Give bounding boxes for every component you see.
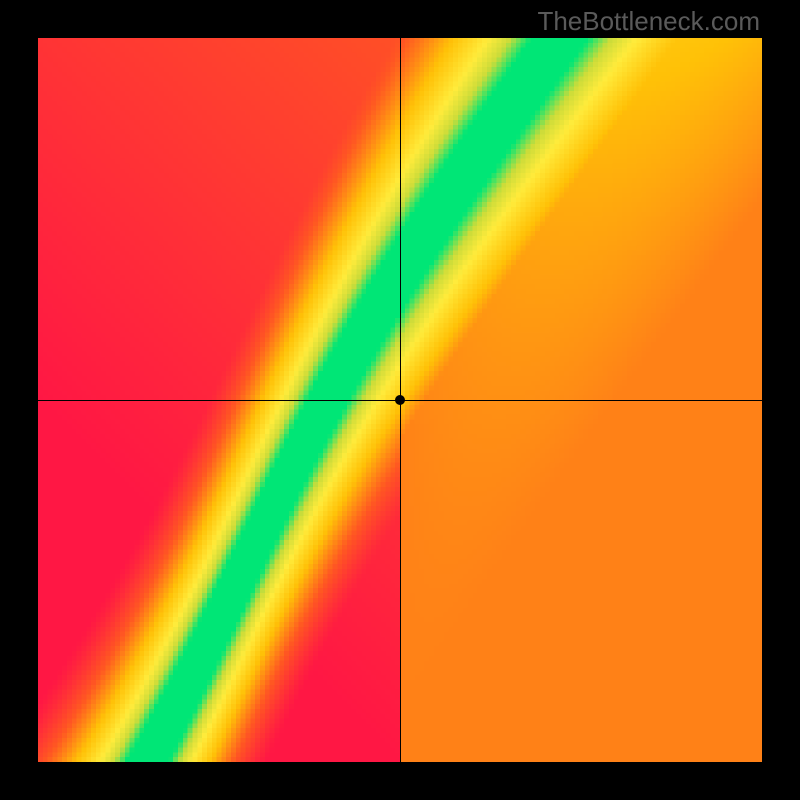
marker-point bbox=[395, 395, 405, 405]
heatmap-plot bbox=[38, 38, 762, 762]
watermark-text: TheBottleneck.com bbox=[537, 6, 760, 37]
chart-frame: TheBottleneck.com bbox=[0, 0, 800, 800]
